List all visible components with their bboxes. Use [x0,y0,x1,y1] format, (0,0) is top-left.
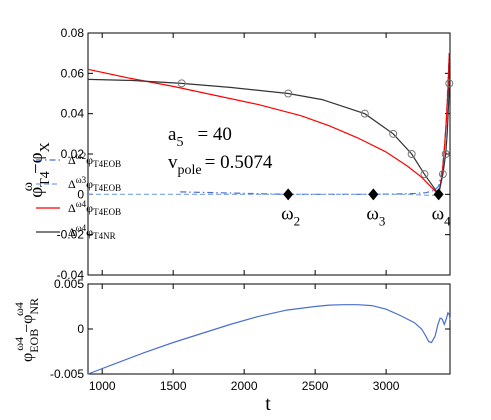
bottom-xtick-label: 2000 [231,379,258,393]
top-ytick-label: -0.04 [57,268,85,282]
bottom-ytick-label: -0.005 [50,367,84,381]
top-markers-group: ω2 ω3 ω4 [281,188,451,228]
legend-label: Δω2φT4EOB [68,151,121,169]
top-ytick-label: 0.06 [61,66,85,80]
vpole-sub: pole [178,163,202,178]
bottom-ylabel-phi: φ [19,353,36,362]
top-series-group [87,53,454,196]
omega-subscript: 3 [379,213,386,228]
bottom-ticks: -0.005 0 0.005 1000 1500 2000 2500 3000 [50,277,450,393]
bottom-ytick-label: 0 [77,322,84,336]
nr-circle-marker [360,109,369,118]
omega-marker-label: ω2 [281,203,300,228]
a5-sub: 5 [176,135,183,150]
legend-label: Δω4φT4EOB [68,199,121,217]
x-axis-label: t [265,393,271,415]
nr-circle-marker [284,89,293,98]
bottom-xtick-label: 1000 [89,379,116,393]
nr-circle-marker [177,79,186,88]
nr-circle-marker [445,79,454,88]
top-ylabel-sup: ω [21,182,36,191]
omega-symbol: ω [366,203,379,224]
bottom-ylabel-sup: ω4 [12,337,26,351]
top-ylabel-phi: φ [26,187,47,198]
bottom-series-group [87,304,451,375]
vpole-value: = 0.5074 [205,152,273,173]
bottom-ylabel-sub: EOB [27,329,41,353]
top-ytick-label: 0.02 [61,147,85,161]
bottom-xtick-label: 2500 [302,379,329,393]
top-ytick-label: 0 [77,187,84,201]
top-ylabel-rest-sub: X [38,142,53,152]
legend-label: Δω4φT4NR [68,223,116,241]
top-ylabel: φT4ω −φX [21,142,53,198]
omega-subscript: 4 [444,213,451,228]
omega-diamond-marker [368,188,379,201]
nr-circle-marker [389,129,398,138]
bottom-ylabel: φEOBω4−φNRω4 [12,298,41,362]
omega-marker-label: ω4 [432,203,452,228]
legend: Δω2φT4EOB Δω3φT4EOB Δω4φT4EOB Δω4φT4NR [36,151,121,241]
vpole-label: v [168,152,178,173]
omega-symbol: ω [432,203,445,224]
omega-diamond-marker [283,188,294,201]
omega-symbol: ω [281,203,294,224]
bottom-series-line-1 [87,304,451,375]
nr-circle-marker [420,170,429,179]
top-ytick-label: 0.04 [61,107,85,121]
bottom-ylabel-rest: −φ [19,315,36,333]
omega-diamond-marker [433,188,444,201]
omega-marker-label: ω3 [366,203,385,228]
bottom-plot-frame [87,283,451,375]
nr-circle-marker [438,170,447,179]
top-ticks: -0.04 -0.02 0 0.02 0.04 0.06 0.08 [57,26,450,282]
top-series-line-3 [87,53,450,196]
bottom-ytick-label: 0.005 [54,277,84,291]
top-series-line-4 [87,53,451,196]
top-ytick-label: 0.08 [61,26,85,40]
top-ytick-label: -0.02 [57,228,85,242]
top-series-line-2 [88,63,450,196]
nr-circle-marker [441,150,450,158]
bottom-ylabel-rest-sup: ω4 [12,302,26,316]
nr-circle-marker [407,150,416,158]
a5-value: = 40 [197,124,231,145]
top-ylabel-rest: −φ [26,152,47,174]
top-ylabel-sub: T4 [38,171,53,187]
bottom-xtick-label: 1500 [160,379,187,393]
vpole-annotation: vpole = 0.5074 [168,152,273,178]
a5-annotation: a5 = 40 [168,124,232,150]
bottom-ylabel-rest-sub: NR [27,298,41,315]
omega-subscript: 2 [294,213,301,228]
bottom-xtick-label: 3000 [373,379,400,393]
legend-label: Δω3φT4EOB [68,175,121,193]
a5-label: a [168,124,177,145]
